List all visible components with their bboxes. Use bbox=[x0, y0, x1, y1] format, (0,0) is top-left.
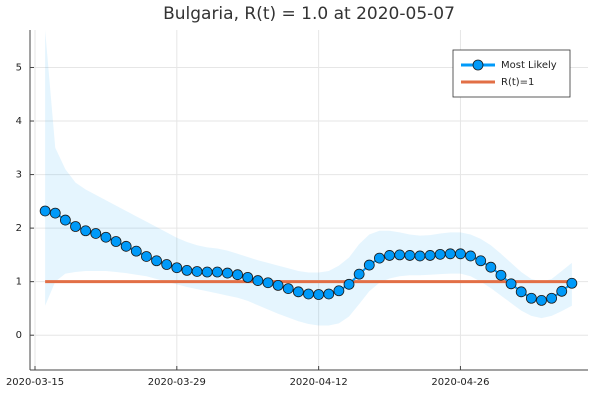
data-point bbox=[49, 207, 61, 219]
data-point bbox=[90, 228, 102, 239]
data-point bbox=[525, 292, 537, 304]
data-point bbox=[434, 248, 446, 260]
chart-title: Bulgaria, R(t) = 1.0 at 2020-05-07 bbox=[163, 4, 455, 24]
data-point bbox=[505, 278, 517, 290]
data-point bbox=[394, 249, 406, 261]
data-point bbox=[110, 236, 122, 247]
data-point bbox=[303, 288, 314, 300]
data-point bbox=[130, 245, 142, 257]
data-point bbox=[414, 250, 426, 262]
data-point bbox=[465, 250, 476, 262]
data-point bbox=[333, 285, 345, 297]
y-tick-label: 3 bbox=[16, 170, 22, 181]
x-tick-label: 2020-03-29 bbox=[148, 377, 206, 388]
data-point bbox=[272, 280, 284, 291]
data-point bbox=[515, 286, 527, 298]
data-point bbox=[242, 271, 254, 283]
data-point bbox=[566, 277, 578, 289]
data-point bbox=[485, 261, 497, 273]
y-tick-label: 0 bbox=[16, 330, 22, 341]
data-point bbox=[444, 248, 456, 260]
x-tick-label: 2020-04-26 bbox=[431, 377, 489, 388]
data-point bbox=[546, 292, 558, 304]
data-point bbox=[282, 283, 294, 295]
legend-marker bbox=[472, 59, 484, 71]
data-point bbox=[201, 266, 213, 278]
data-point bbox=[536, 294, 547, 306]
data-point bbox=[222, 267, 233, 279]
data-point bbox=[292, 286, 304, 298]
data-point bbox=[211, 266, 223, 278]
data-point bbox=[70, 221, 81, 232]
data-point bbox=[100, 231, 112, 243]
data-point bbox=[80, 225, 92, 237]
data-point bbox=[404, 250, 416, 261]
data-point bbox=[353, 268, 365, 280]
data-point bbox=[323, 288, 335, 300]
data-point bbox=[120, 240, 132, 252]
data-point bbox=[374, 252, 385, 264]
data-point bbox=[343, 278, 355, 290]
data-point bbox=[171, 262, 183, 274]
data-point bbox=[424, 250, 436, 261]
data-point bbox=[39, 205, 51, 217]
data-point bbox=[313, 289, 325, 300]
data-point bbox=[232, 269, 243, 281]
legend-label: Most Likely bbox=[501, 60, 557, 71]
data-point bbox=[191, 266, 203, 277]
y-tick-label: 1 bbox=[16, 277, 22, 288]
y-tick-label: 5 bbox=[16, 62, 22, 73]
data-point bbox=[455, 248, 466, 260]
data-point bbox=[141, 251, 152, 262]
x-tick-label: 2020-03-15 bbox=[6, 377, 64, 388]
data-point bbox=[556, 285, 568, 297]
y-tick-label: 4 bbox=[16, 116, 22, 127]
data-point bbox=[384, 250, 395, 261]
data-point bbox=[181, 265, 193, 276]
data-point bbox=[262, 277, 274, 289]
data-point bbox=[363, 259, 375, 271]
legend-box bbox=[452, 49, 571, 98]
x-tick-label: 2020-04-12 bbox=[290, 377, 348, 388]
data-point bbox=[475, 255, 487, 267]
data-point bbox=[59, 214, 71, 226]
data-point bbox=[151, 255, 162, 267]
y-tick-label: 2 bbox=[16, 223, 22, 234]
data-point bbox=[161, 259, 173, 270]
data-point bbox=[252, 275, 264, 286]
data-point bbox=[495, 269, 507, 281]
legend-label: R(t)=1 bbox=[501, 77, 534, 88]
